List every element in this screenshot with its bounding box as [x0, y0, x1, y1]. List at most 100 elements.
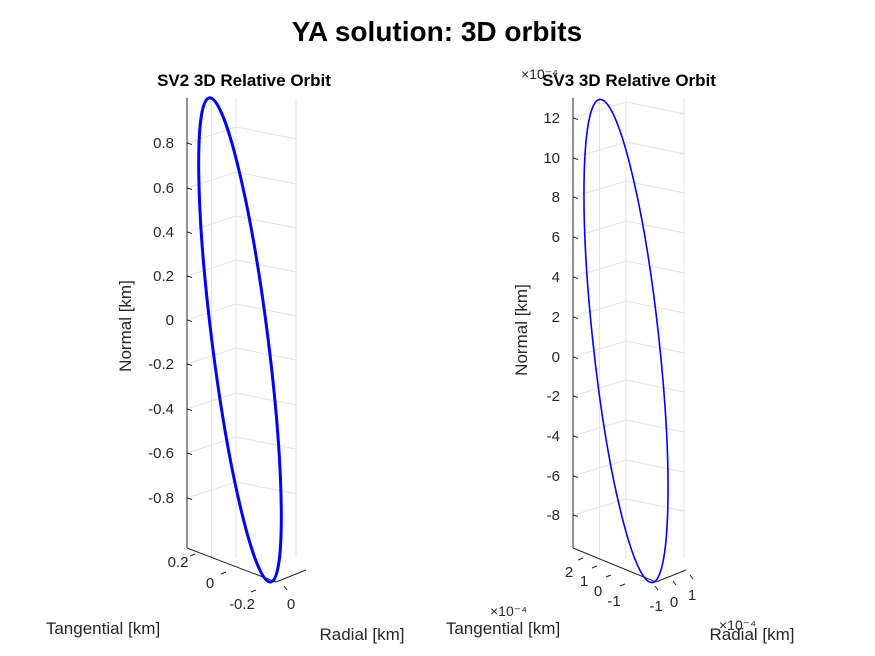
y-tick-label: 2 — [565, 564, 573, 581]
y-tick-label: -0.2 — [229, 596, 255, 613]
z-tick-mark — [186, 497, 193, 500]
x-exponent-label: ×10⁻⁴ — [719, 617, 756, 633]
y-tick-mark — [220, 571, 227, 575]
z-tick-mark — [572, 196, 579, 199]
y-axis-label: Tangential [km] — [446, 619, 560, 638]
x-axis-label: Radial [km] — [709, 625, 794, 644]
z-tick-label: 0 — [166, 312, 174, 329]
z-exponent-label: ×10⁻⁴ — [521, 66, 558, 82]
y-tick-label: 0.2 — [168, 554, 189, 571]
y-axis-label: Tangential [km] — [46, 619, 160, 638]
z-tick-label: -0.2 — [148, 356, 174, 373]
grid-lines — [186, 98, 297, 558]
z-tick-mark — [572, 395, 579, 398]
z-tick-label: 6 — [552, 229, 560, 246]
z-tick-mark — [572, 316, 579, 319]
z-tick-mark — [186, 319, 193, 322]
z-tick-mark — [186, 452, 193, 455]
y-axis-line — [572, 547, 657, 583]
grid-lines — [572, 98, 685, 558]
z-tick-label: 0.8 — [153, 135, 174, 152]
y-tick-label: -1 — [607, 593, 620, 610]
z-tick-mark — [186, 408, 193, 411]
x-tick-mark — [672, 580, 677, 586]
x-tick-label: 0 — [287, 596, 295, 613]
figure-title: YA solution: 3D orbits — [292, 16, 582, 47]
grid-line — [625, 220, 685, 234]
grid-line — [235, 171, 297, 185]
z-tick-mark — [186, 142, 193, 145]
axis-lines — [186, 98, 307, 593]
y-exponent-label: ×10⁻⁴ — [490, 603, 527, 619]
z-tick-label: -6 — [547, 468, 560, 485]
y-tick-mark — [591, 565, 598, 569]
grid-line — [625, 260, 685, 274]
grid-line — [625, 379, 685, 393]
y-tick-mark — [605, 574, 612, 578]
grid-line — [625, 180, 685, 194]
grid-line — [235, 215, 297, 229]
grid-line — [235, 392, 297, 406]
grid-line — [235, 436, 297, 450]
z-tick-mark — [186, 187, 193, 190]
z-tick-label: 8 — [552, 189, 560, 206]
x-tick-mark — [689, 574, 694, 580]
x-tick-mark — [654, 585, 659, 591]
z-tick-label: 0.2 — [153, 268, 174, 285]
x-tick-label: 0 — [670, 594, 678, 611]
z-tick-mark — [572, 157, 579, 160]
x-axis-line — [275, 569, 307, 583]
y-tick-label: 0 — [594, 583, 602, 600]
z-tick-label: 0.4 — [153, 224, 174, 241]
axis-lines — [572, 98, 694, 591]
z-tick-mark — [572, 236, 579, 239]
x-tick-mark — [283, 585, 288, 591]
grid-line — [235, 481, 297, 495]
grid-line — [625, 101, 685, 115]
y-tick-mark — [619, 583, 626, 587]
grid-line — [625, 498, 685, 512]
grid-line — [625, 141, 685, 155]
grid-line — [235, 126, 297, 140]
y-tick-label: 1 — [580, 573, 588, 590]
z-tick-label: 0 — [552, 349, 560, 366]
x-tick-label: 1 — [688, 587, 696, 604]
z-tick-label: 2 — [552, 309, 560, 326]
y-tick-mark — [250, 589, 257, 593]
z-tick-label: -0.6 — [148, 445, 174, 462]
z-tick-mark — [186, 363, 193, 366]
z-tick-mark — [186, 275, 193, 278]
grid-line — [625, 459, 685, 473]
grid-line — [625, 419, 685, 433]
grid-line — [235, 347, 297, 361]
orbit-curve — [197, 96, 283, 584]
grid-line — [625, 340, 685, 354]
z-tick-label: 12 — [543, 110, 560, 127]
subplot-title: SV2 3D Relative Orbit — [157, 71, 331, 90]
z-tick-mark — [572, 117, 579, 120]
z-tick-label: -0.8 — [148, 490, 174, 507]
x-axis-line — [655, 569, 687, 583]
z-tick-mark — [572, 475, 579, 478]
subplot-sv2: -0.8 -0.6 -0.4 -0.2 0 0.2 0.4 0.6 0.8 0.2 0 -0.2 0 No… — [46, 71, 405, 644]
z-tick-mark — [572, 514, 579, 517]
x-axis-label: Radial [km] — [319, 625, 404, 644]
z-tick-mark — [572, 276, 579, 279]
z-tick-mark — [572, 356, 579, 359]
grid-line — [235, 259, 297, 273]
subplot-title: SV3 3D Relative Orbit — [542, 71, 716, 90]
z-tick-label: -0.4 — [148, 401, 174, 418]
y-tick-mark — [577, 557, 584, 561]
x-tick-label: -1 — [649, 598, 662, 615]
z-tick-label: 0.6 — [153, 180, 174, 197]
z-tick-label: 10 — [543, 150, 560, 167]
z-axis-label: Normal [km] — [512, 284, 531, 376]
z-tick-mark — [572, 435, 579, 438]
z-tick-label: 4 — [552, 269, 560, 286]
z-tick-label: -4 — [547, 428, 560, 445]
z-axis-label: Normal [km] — [116, 280, 135, 372]
z-tick-label: -8 — [547, 507, 560, 524]
grid-line — [235, 303, 297, 317]
